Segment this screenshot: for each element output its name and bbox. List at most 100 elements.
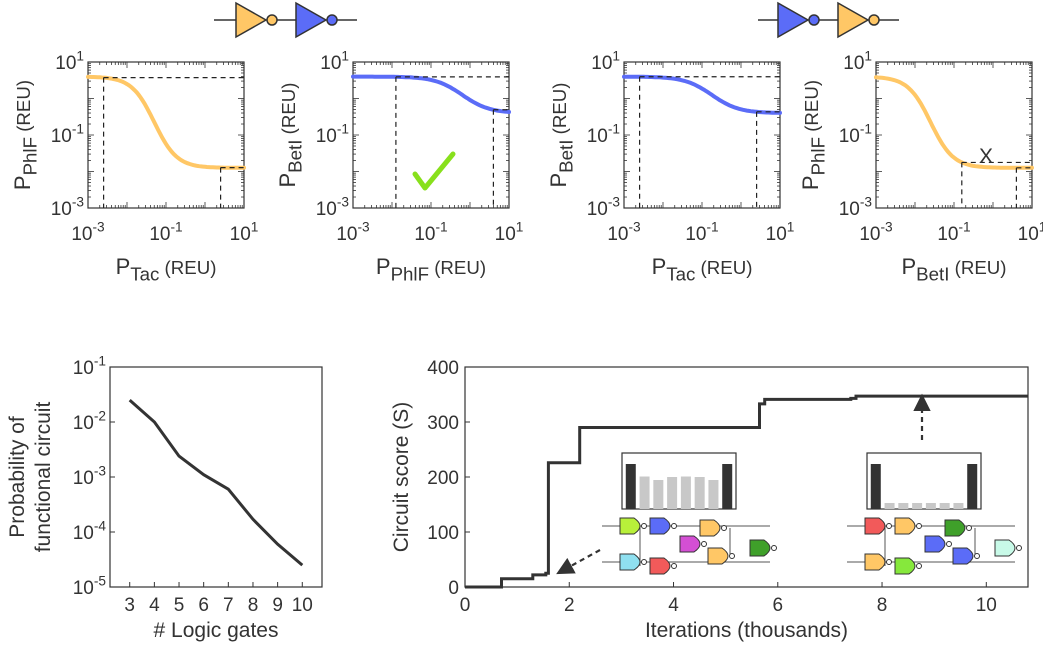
gate-bubble [721, 525, 727, 531]
gate-bubble [729, 553, 735, 559]
x-tick-label: 10-1 [937, 219, 970, 245]
y-axis-label: functional circuit [32, 402, 55, 553]
y-tick-label: 101 [843, 48, 872, 74]
response-panel-p2: 10-310-3 10-1 10-1 101 101 PPhlF (REU) PBetI (… [275, 48, 523, 284]
y-tick-label: 10-1 [73, 353, 106, 379]
y-axis-label: Probability of [6, 416, 29, 538]
x-tick-label: 101 [1018, 219, 1043, 245]
y-tick-label: 10-5 [73, 573, 107, 599]
circuit-gate [864, 517, 892, 535]
x-tick-label: 10-3 [607, 219, 640, 245]
circuit-gate [924, 535, 952, 553]
inset-bar-on [653, 480, 664, 509]
nor-gate-icon [707, 547, 729, 565]
gate-bubble [771, 545, 777, 551]
circuit-gate [679, 535, 707, 553]
x-axis-label: PTac (REU) [116, 254, 217, 285]
x-axis-label: # Logic gates [154, 619, 279, 642]
nor-gate-icon [864, 553, 886, 571]
nor-gate-icon [994, 539, 1016, 557]
blue-inverter-icon [295, 1, 328, 39]
circuit-gate [619, 553, 647, 571]
inset-bar-on [884, 503, 895, 509]
nor-gate-icon [679, 535, 701, 553]
circuit-gate [864, 553, 892, 571]
inset-bar-on [925, 503, 936, 509]
inset-frame [866, 452, 982, 510]
inverter-pair-icon-right [758, 1, 899, 39]
probability-chart: 3 4 5 6 7 8 9 10 10-1 10-2 10-3 10-4 10-5 # Logic gat… [6, 353, 323, 642]
gate-bubble [974, 553, 980, 559]
circuit-gate [649, 517, 677, 535]
nor-gate-icon [649, 517, 671, 535]
panel-frame [352, 61, 510, 209]
inset-high-score [866, 452, 982, 510]
circuit-diagram-final [847, 525, 1015, 566]
orange-inverter-icon [235, 1, 268, 39]
y-tick-label: 101 [55, 48, 84, 74]
inset-low-score [621, 452, 737, 510]
gate-bubble [701, 541, 707, 547]
x-tick-label: 8 [877, 595, 888, 616]
orange-inverter-icon [837, 1, 870, 39]
nor-gate-icon [619, 553, 641, 571]
response-curve [86, 74, 246, 170]
y-tick-label: 10-3 [587, 194, 620, 220]
y-tick-label: 300 [427, 413, 459, 434]
y-tick-label: 10-3 [73, 463, 106, 489]
x-tick-label: 10-3 [336, 219, 369, 245]
gate-bubble [886, 523, 892, 529]
gate-bubble [1016, 545, 1022, 551]
x-tick-label: 6 [772, 595, 783, 616]
x-tick-label: 5 [174, 595, 185, 616]
x-tick-label: 10 [976, 595, 997, 616]
x-tick-label: 0 [460, 595, 471, 616]
y-tick-label: 10-1 [51, 121, 84, 147]
x-tick-label: 2 [564, 595, 575, 616]
inset-bar-off [625, 464, 636, 509]
y-tick-label: 10-1 [839, 121, 872, 147]
x-tick-label: 6 [198, 595, 209, 616]
y-axis-label: PPhlF (REU) [10, 80, 41, 190]
inset-bar-on [939, 503, 950, 509]
y-tick-label: 100 [427, 523, 459, 544]
y-tick-label: 10-3 [839, 194, 872, 220]
gate-bubble [886, 559, 892, 565]
x-tick-label: 101 [766, 219, 795, 245]
y-tick-label: 0 [448, 578, 459, 599]
arrow-to-initial [556, 549, 601, 575]
x-tick-label: 101 [230, 219, 259, 245]
inset-bar-on [680, 476, 691, 509]
inset-bar-on [898, 503, 909, 509]
x-axis-label: PPhlF (REU) [376, 254, 486, 285]
inset-bar-on [912, 503, 923, 509]
y-axis-label: PBetI (REU) [275, 82, 306, 187]
nor-gate-icon [924, 535, 946, 553]
inset-bar-on [953, 503, 964, 509]
response-panel-p4: 10-310-3 10-1 10-1 101 101 PBetI (REU) PPhlF (… [798, 48, 1043, 284]
x-tick-label: 3 [124, 595, 135, 616]
y-axis-label: PPhlF (REU) [798, 80, 829, 190]
x-tick-label: 10-1 [414, 219, 447, 245]
y-tick-label: 101 [591, 48, 620, 74]
inset-bar-on [708, 480, 719, 509]
gate-bubble [641, 559, 647, 565]
response-curve [874, 75, 1034, 170]
inset-bar-on [667, 477, 678, 509]
response-curve [351, 74, 511, 114]
x-tick-label: 4 [668, 595, 679, 616]
y-axis-label: PBetI (REU) [546, 82, 577, 187]
x-tick-label: 7 [223, 595, 234, 616]
y-tick-label: 400 [427, 358, 459, 379]
gate-bubble [671, 523, 677, 529]
inset-frame [621, 452, 737, 510]
y-tick-label: 101 [320, 48, 349, 74]
x-tick-label: 101 [495, 219, 524, 245]
nor-gate-icon [619, 517, 641, 535]
circuit-gate [952, 547, 980, 565]
gate-bubble [966, 525, 972, 531]
x-axis-label: Iterations (thousands) [645, 619, 848, 642]
probability-line [128, 398, 304, 567]
inset-bar-on [694, 477, 705, 509]
